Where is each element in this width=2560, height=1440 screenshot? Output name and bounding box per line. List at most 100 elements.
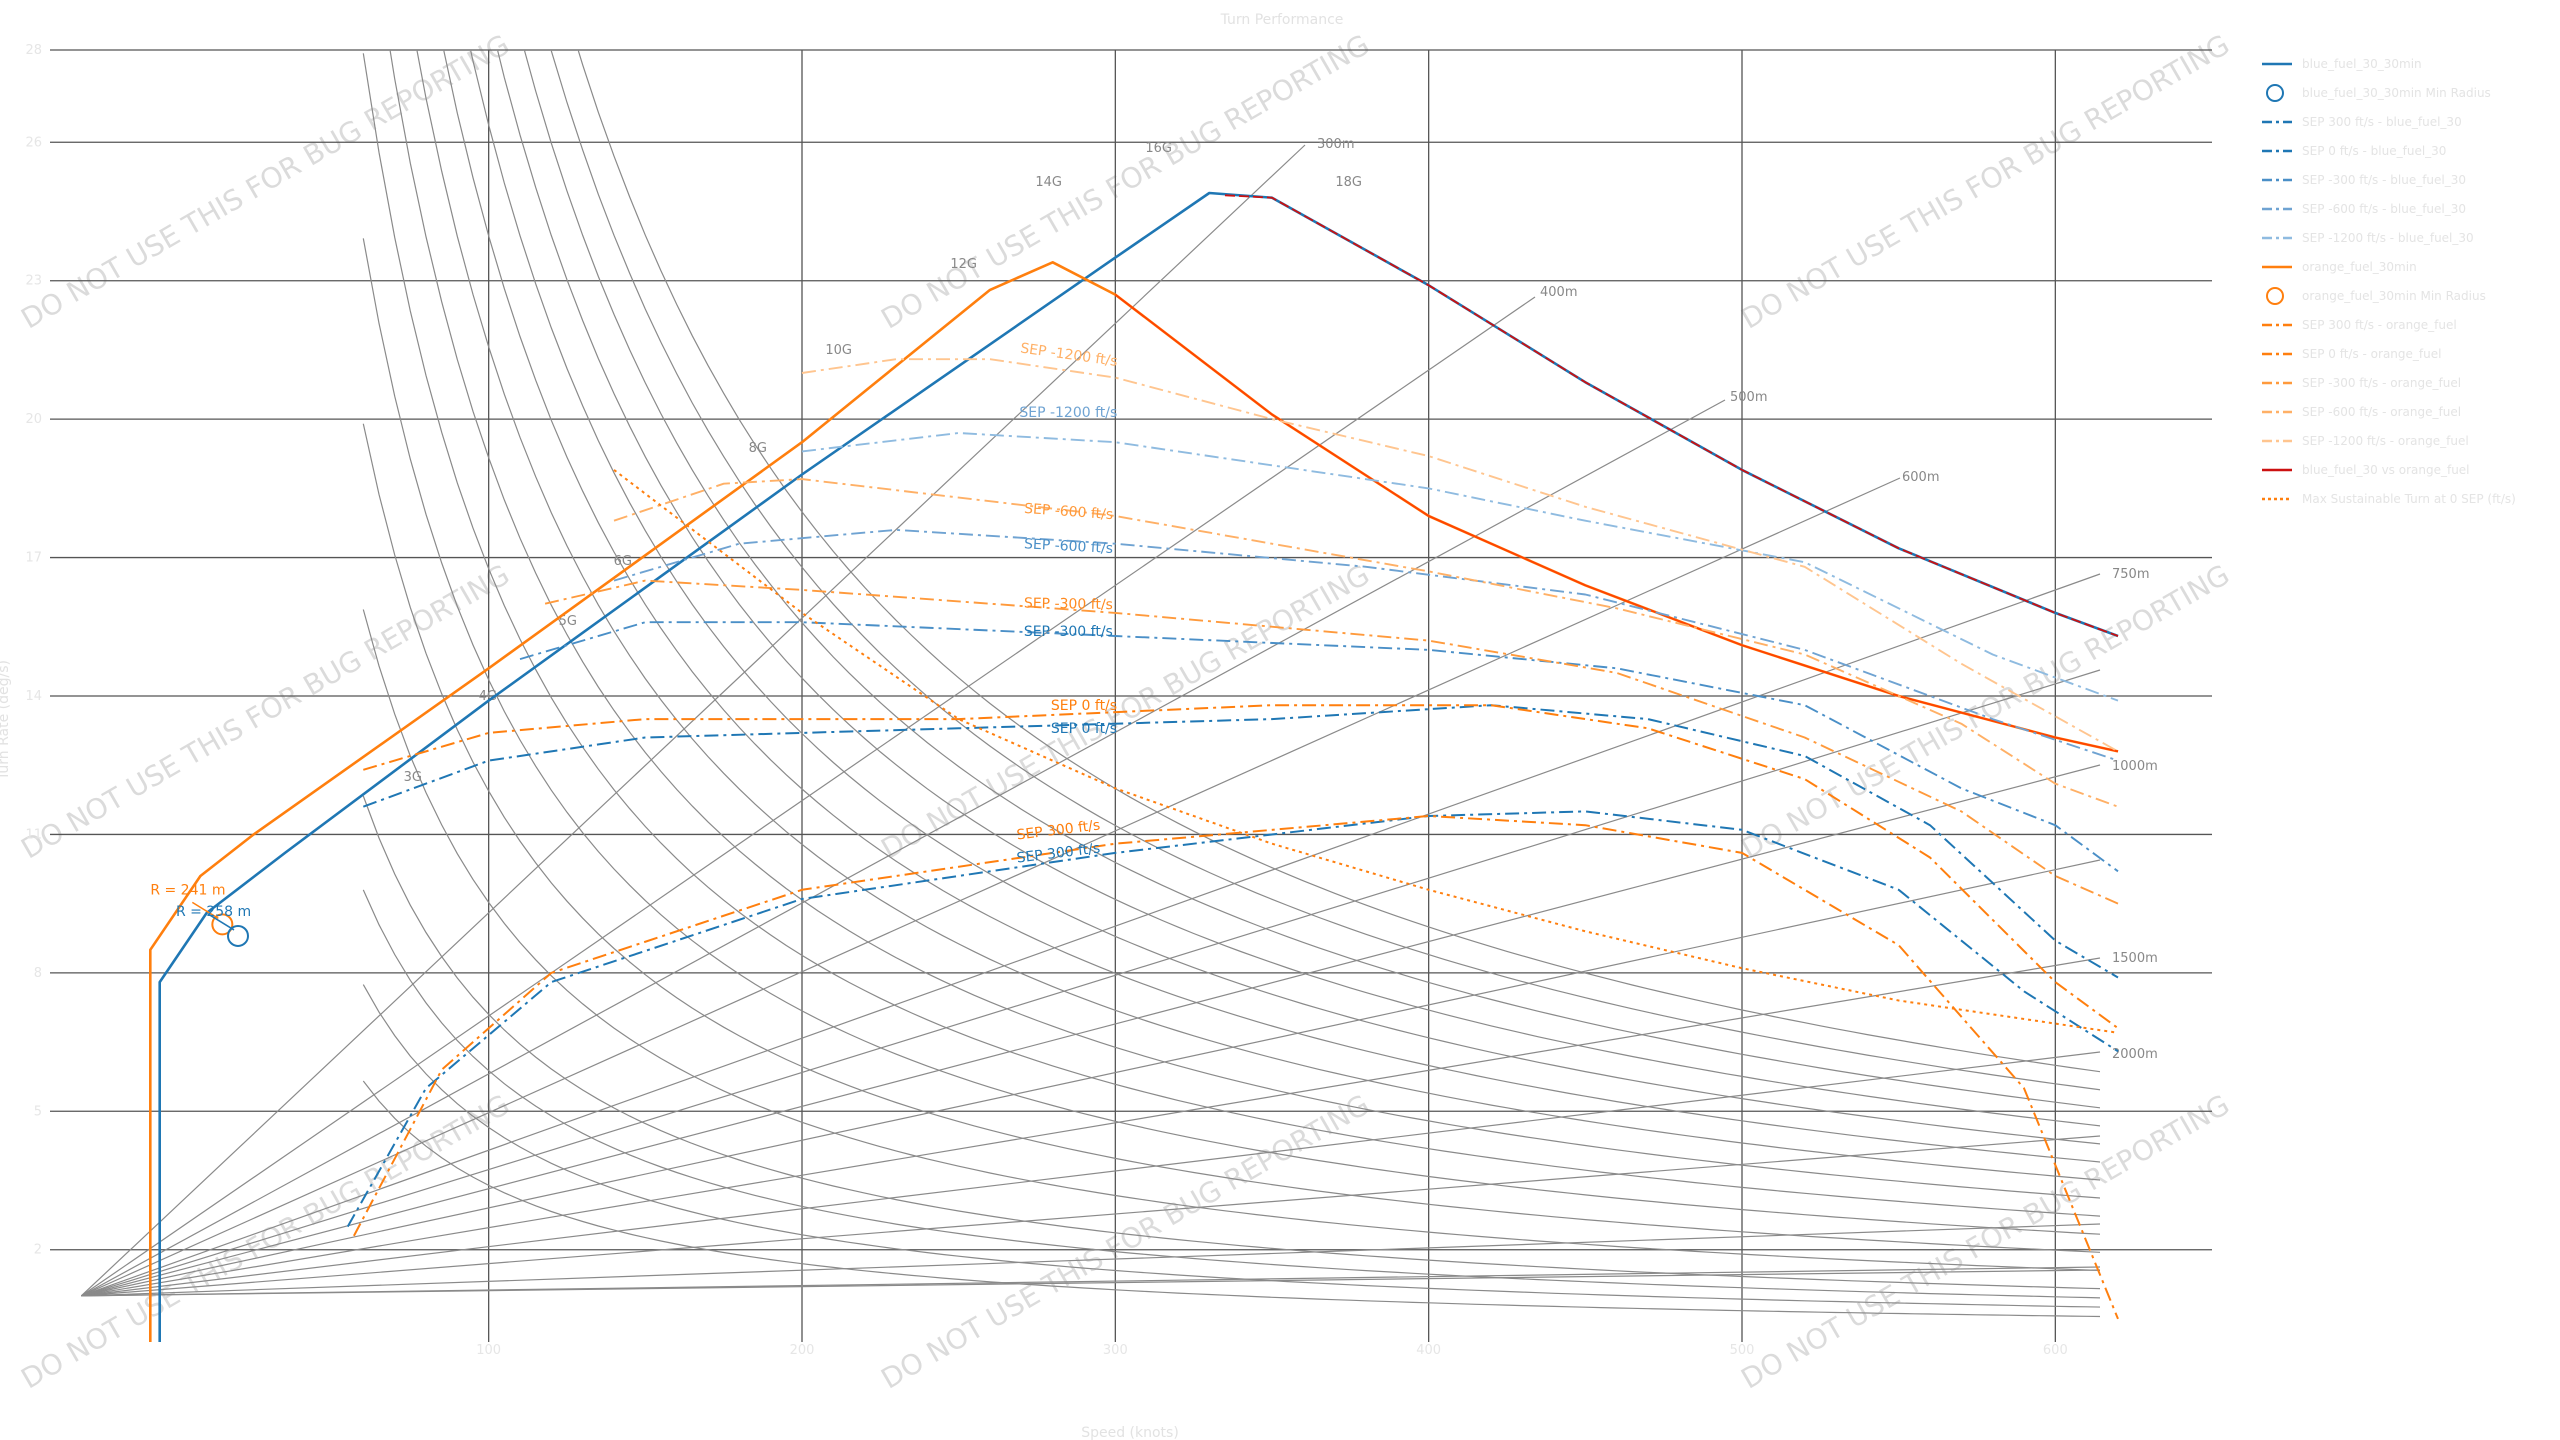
x-tick-label: 100 xyxy=(476,1343,501,1358)
y-tick-label: 20 xyxy=(25,412,42,427)
turn-radius-line xyxy=(81,957,2101,1297)
turn-radius-label: 1500m xyxy=(2112,951,2158,966)
x-tick-label: 300 xyxy=(1103,1343,1128,1358)
g-load-label: 16G xyxy=(1145,141,1172,156)
turn-radius-line xyxy=(81,1269,2101,1297)
min-radius-label: R = 258 m xyxy=(176,904,251,920)
g-load-line xyxy=(389,50,2100,1199)
g-load-line xyxy=(362,53,2100,1217)
g-load-line xyxy=(469,50,2100,1145)
series-layer xyxy=(149,191,2119,1342)
series-line xyxy=(613,478,2119,808)
g-load-line xyxy=(577,50,2100,1073)
g-load-line xyxy=(443,50,2100,1163)
series-line xyxy=(346,810,2119,1228)
series-line xyxy=(519,621,2119,873)
turn-radius-line xyxy=(81,1135,2101,1297)
g-load-label: 12G xyxy=(950,257,977,272)
turn-radius-label: 750m xyxy=(2112,567,2149,582)
turn-radius-line xyxy=(81,477,1901,1297)
g-load-line xyxy=(523,50,2100,1109)
y-tick-label: 11 xyxy=(25,827,42,842)
sep-label: SEP -300 ft/s xyxy=(1024,624,1113,640)
turn-radius-line xyxy=(81,573,2101,1297)
sep-label: SEP -300 ft/s xyxy=(1024,596,1113,614)
turn-radius-line xyxy=(81,399,1726,1297)
watermark-text: DO NOT USE THIS FOR BUG REPORTING xyxy=(1735,1088,2235,1395)
y-tick-label: 5 xyxy=(34,1104,42,1119)
turn-radius-label: 2000m xyxy=(2112,1047,2158,1062)
min-radius-markers: R = 241 m R = 258 m xyxy=(150,882,251,947)
grid-layer: 100 200 300 400 500 600 2 5 8 11 14 17 20 23 26 28 xyxy=(25,43,2212,1358)
y-tick-label: 8 xyxy=(34,966,42,981)
legend-label: SEP -1200 ft/s - blue_fuel_30 xyxy=(2302,231,2474,245)
sep-label-layer: SEP -1200 ft/s SEP -1200 ft/s SEP -600 ft/… xyxy=(1016,340,1119,866)
legend-label: SEP -300 ft/s - blue_fuel_30 xyxy=(2302,173,2466,187)
series-line xyxy=(613,528,2119,762)
y-tick-label: 2 xyxy=(34,1243,42,1258)
sep-label: SEP -1200 ft/s xyxy=(1019,405,1117,421)
turn-radius-lines: 300m 400m 500m 600m 750m 1000m 1500m 2000m xyxy=(80,137,2158,1297)
x-tick-label: 600 xyxy=(2043,1343,2068,1358)
y-tick-label: 17 xyxy=(25,551,42,566)
legend-marker xyxy=(2266,84,2284,102)
y-tick-label: 26 xyxy=(25,135,42,150)
x-tick-label: 400 xyxy=(1416,1343,1441,1358)
legend-label: blue_fuel_30 vs orange_fuel xyxy=(2302,463,2470,477)
watermark-text: DO NOT USE THIS FOR BUG REPORTING xyxy=(1735,28,2235,335)
turn-radius-line xyxy=(81,669,2101,1297)
sep-label: SEP -600 ft/s xyxy=(1024,501,1114,523)
y-tick-label: 23 xyxy=(25,274,42,289)
legend-label: Max Sustainable Turn at 0 SEP (ft/s) xyxy=(2302,492,2516,506)
legend-label: SEP 0 ft/s - blue_fuel_30 xyxy=(2302,144,2446,158)
sep-label: SEP -600 ft/s xyxy=(1024,536,1114,557)
min-radius-marker xyxy=(227,924,249,947)
turn-radius-line xyxy=(81,1223,2101,1297)
turn-radius-line xyxy=(81,764,2101,1297)
marker-leader xyxy=(207,913,235,931)
legend-label: SEP -1200 ft/s - orange_fuel xyxy=(2302,434,2469,448)
legend[interactable]: blue_fuel_30_30min blue_fuel_30_30min Min… xyxy=(2262,57,2516,506)
g-load-line xyxy=(416,50,2100,1181)
legend-marker xyxy=(2266,287,2284,305)
turn-radius-label: 1000m xyxy=(2112,759,2158,774)
g-load-line xyxy=(362,423,2100,1253)
turn-radius-label: 500m xyxy=(1730,390,1767,405)
turn-radius-label: 400m xyxy=(1540,285,1577,300)
series-line xyxy=(544,579,2119,905)
turn-radius-line xyxy=(81,1051,2101,1297)
y-axis-label: Turn Rate (deg/s) xyxy=(0,660,12,781)
y-tick-label: 14 xyxy=(25,689,42,704)
g-load-line xyxy=(362,609,2100,1272)
x-tick-label: 200 xyxy=(790,1343,815,1358)
series-line xyxy=(353,815,2119,1320)
g-load-line xyxy=(550,50,2100,1091)
g-load-label: 18G xyxy=(1335,175,1362,190)
marker-leader xyxy=(191,901,219,920)
g-load-line xyxy=(362,889,2100,1299)
g-load-label: 5G xyxy=(559,614,577,629)
legend-label: SEP -600 ft/s - blue_fuel_30 xyxy=(2302,202,2466,216)
g-load-label: 4G xyxy=(479,689,497,704)
min-radius-marker xyxy=(211,913,234,936)
y-tick-label: 28 xyxy=(25,43,42,58)
sep-label: SEP 0 ft/s xyxy=(1051,721,1117,737)
turn-radius-line xyxy=(80,296,1536,1297)
series-line xyxy=(613,469,2119,1034)
legend-label: SEP -300 ft/s - orange_fuel xyxy=(2302,376,2461,390)
g-load-line xyxy=(362,238,2100,1235)
sep-label: SEP -1200 ft/s xyxy=(1019,340,1118,369)
series-line xyxy=(1224,194,2119,637)
sep-label: SEP 300 ft/s xyxy=(1016,840,1101,866)
x-tick-label: 500 xyxy=(1730,1343,1755,1358)
legend-label: blue_fuel_30_30min Min Radius xyxy=(2302,86,2491,100)
sep-label: SEP 0 ft/s xyxy=(1051,698,1117,714)
legend-label: SEP -600 ft/s - orange_fuel xyxy=(2302,405,2461,419)
g-load-label: 14G xyxy=(1035,175,1062,190)
series-line xyxy=(1114,293,2119,753)
min-radius-label: R = 241 m xyxy=(150,882,225,898)
x-axis-label: Speed (knots) xyxy=(1081,1425,1179,1440)
watermark-text: DO NOT USE THIS FOR BUG REPORTING xyxy=(15,28,515,335)
legend-label: SEP 0 ft/s - orange_fuel xyxy=(2302,347,2441,361)
